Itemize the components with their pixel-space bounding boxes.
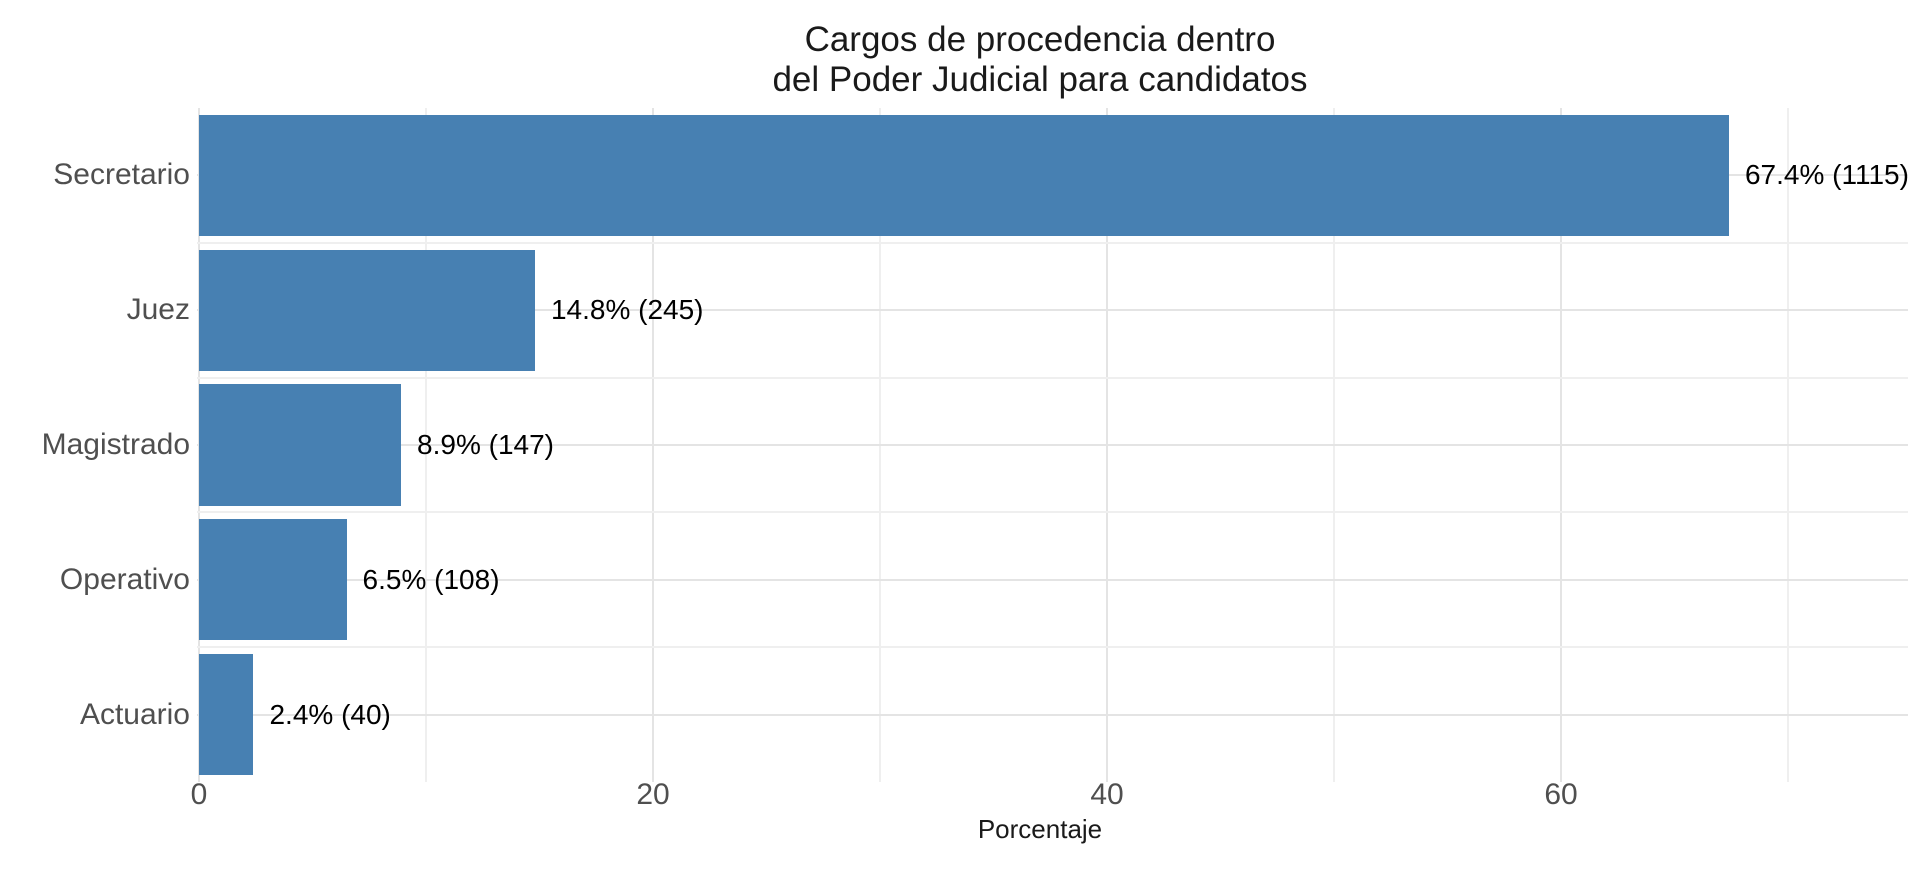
bar-value-label: 2.4% (40): [269, 698, 391, 730]
gridline-y-major: [197, 309, 1908, 312]
bar-value-label: 67.4% (1115): [1744, 159, 1908, 191]
x-axis-tick-label: 60: [1544, 778, 1578, 811]
gridline-y-major: [197, 444, 1908, 446]
bar-value-label: 6.5% (108): [362, 563, 500, 595]
bar-secretario: [199, 114, 1729, 237]
gridline-y-minor: [197, 376, 1908, 379]
bar-magistrado: [199, 384, 402, 506]
bar-value-label: 14.8% (245): [550, 294, 704, 326]
gridline-y-major: [197, 578, 1908, 581]
x-axis-tick-label: 0: [190, 778, 208, 811]
bar-juez: [199, 249, 535, 371]
gridline-y-minor: [197, 241, 1908, 244]
y-axis-label-operativo: Operativo: [59, 562, 190, 596]
bar-value-label: 8.9% (147): [417, 429, 554, 460]
chart-title: Cargos de procedencia dentro del Poder J…: [772, 20, 1308, 99]
x-axis-title: Porcentaje: [977, 814, 1103, 844]
gridline-y-minor: [197, 511, 1908, 514]
y-axis-label-juez: Juez: [126, 293, 190, 327]
x-axis-tick-label: 20: [636, 778, 670, 811]
gridline-y-minor: [197, 646, 1908, 649]
bar-operativo: [199, 519, 347, 641]
bar-actuario: [199, 653, 254, 776]
y-axis-label-secretario: Secretario: [53, 158, 190, 192]
gridline-y-major: [197, 713, 1908, 716]
y-axis-label-actuario: Actuario: [79, 697, 190, 731]
x-axis-tick-label: 40: [1090, 778, 1124, 811]
y-axis-label-magistrado: Magistrado: [41, 428, 190, 461]
